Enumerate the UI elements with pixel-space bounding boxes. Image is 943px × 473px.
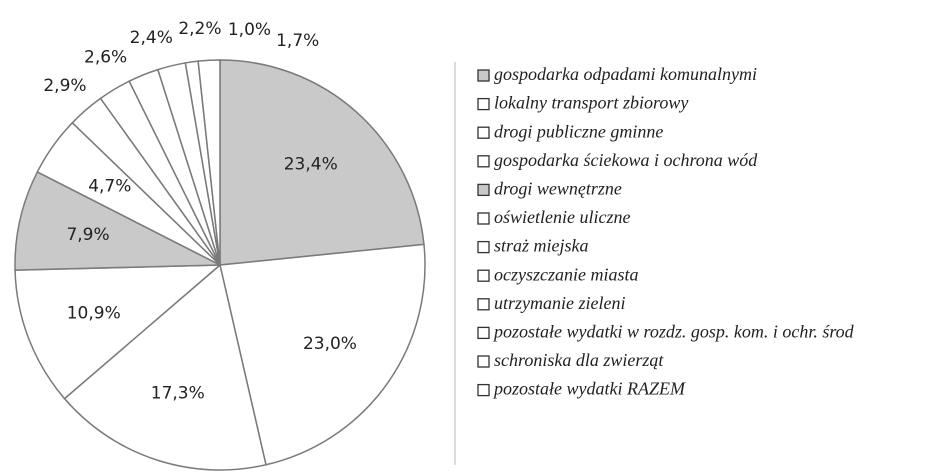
legend-swatch: [477, 155, 490, 168]
legend-label: drogi wewnętrzne: [494, 179, 622, 199]
slice-label: 1,0%: [228, 20, 271, 40]
legend-swatch: [477, 355, 490, 368]
slice-label: 17,3%: [151, 384, 205, 404]
legend-swatch: [477, 269, 490, 282]
legend-swatch: [477, 298, 490, 311]
legend-swatch: [477, 212, 490, 225]
legend-swatch: [477, 69, 490, 82]
slice-label: 2,9%: [43, 76, 86, 96]
legend-label: oświetlenie uliczne: [494, 207, 630, 227]
pie-slice: [63, 263, 267, 471]
legend-swatch: [477, 126, 490, 139]
legend-label: pozostałe wydatki w rozdz. gosp. kom. i …: [492, 322, 855, 342]
slice-label: 7,9%: [66, 225, 109, 245]
legend-swatch: [477, 240, 490, 254]
pie-slice: [14, 264, 223, 400]
slice-label: 23,4%: [284, 155, 338, 175]
pie-slice: [219, 243, 426, 466]
legend-label: drogi publiczne gminne: [494, 121, 663, 141]
legend-label: straż miejska: [494, 236, 589, 256]
legend-label: lokalny transport zbiorowy: [494, 93, 688, 113]
pie-slice: [219, 59, 425, 266]
legend-label: oczyszczanie miasta: [494, 264, 638, 284]
legend-label: gospodarka odpadami komunalnymi: [494, 64, 757, 84]
pie-slice: [14, 170, 221, 271]
slice-label: 1,7%: [276, 31, 319, 51]
slice-label: 2,2%: [178, 19, 221, 39]
slice-label: 23,0%: [303, 334, 357, 354]
slice-label: 2,6%: [84, 47, 127, 67]
legend-swatch: [477, 97, 490, 111]
legend-swatch: [477, 326, 490, 340]
slice-label: 2,4%: [130, 28, 173, 48]
legend-label: gospodarka ściekowa i ochrona wód: [494, 150, 758, 170]
pie-slice: [197, 59, 221, 266]
slice-label: 10,9%: [67, 304, 121, 324]
legend-swatch: [477, 183, 490, 197]
legend-label: pozostałe wydatki RAZEM: [492, 379, 686, 399]
slice-label: 4,7%: [88, 177, 131, 197]
legend-label: utrzymanie zieleni: [494, 293, 625, 313]
legend-label: schroniska dla zwierząt: [494, 350, 664, 370]
legend-swatch: [477, 383, 490, 397]
